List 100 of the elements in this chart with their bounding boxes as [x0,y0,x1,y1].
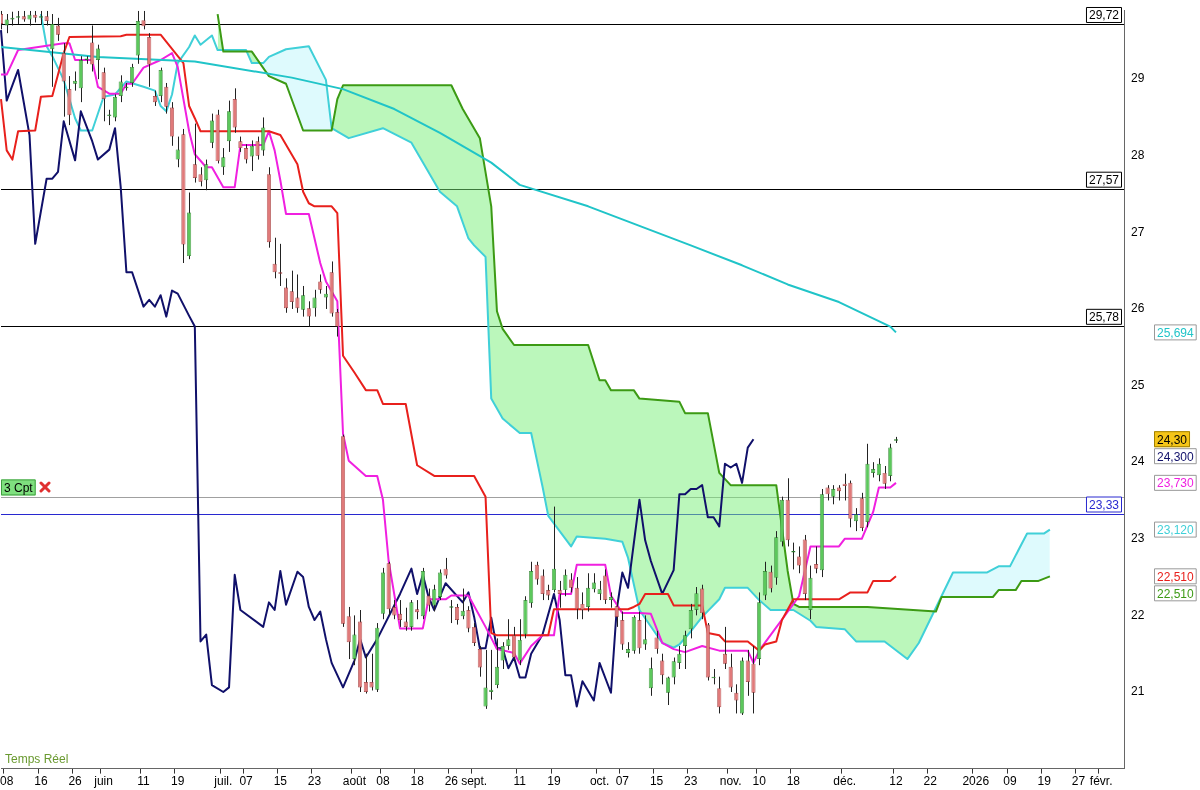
candlestick [261,116,265,157]
x-tick-label: sept. [461,774,488,789]
candlestick [711,668,716,685]
candlestick [312,289,317,318]
x-tick-label: 09 [1003,774,1017,789]
candlestick [369,653,374,691]
ref-line-label: 29,72 [1088,8,1120,23]
y-tick-label: 25 [1131,377,1145,392]
x-tick-label: 07 [615,774,630,789]
y-tick-label: 27 [1131,224,1145,239]
candlestick [4,13,9,34]
x-tick-label: oct. [589,774,610,789]
candlestick [273,237,276,279]
y-tick-label: 24 [1131,454,1145,469]
candlestick [484,649,487,710]
candlestick [535,561,539,586]
ref-line-label: 23,33 [1088,497,1120,512]
x-tick-label: 23 [307,774,322,789]
candlestick [506,618,511,651]
candlestick [768,565,773,593]
candlestick [176,136,180,168]
candlestick [563,568,568,597]
candlestick [392,599,397,620]
x-tick-label: 22 [923,774,938,789]
candlestick [489,649,494,701]
x-tick-label: 10 [752,774,767,789]
candlestick [444,557,447,580]
text: 23,120 [1157,522,1195,537]
candlestick [256,136,259,161]
candlestick [221,147,226,176]
x-tick-label: 26 [68,774,83,789]
text: 25,694 [1157,325,1195,340]
candlestick [580,591,585,620]
x-tick-label: 08 [376,774,390,789]
ref-line-label: 3 Cpt [4,480,34,495]
x-tick-label: 19 [1037,774,1052,789]
candlestick [700,584,704,620]
x-tick-label: 18 [786,774,801,789]
candlestick [50,13,55,88]
ref-line-label: 27,57 [1088,173,1120,187]
text: 23,730 [1157,476,1195,491]
candlestick [352,614,357,666]
candlestick [717,676,721,714]
y-tick-label: 29 [1131,71,1145,86]
candlestick [677,645,682,670]
x-tick-label: juin [93,774,113,789]
x-tick-label: 26 [444,774,459,789]
candlestick [466,605,471,633]
text: 22,510 [1157,586,1195,601]
candlestick [814,545,819,574]
candlestick [289,270,294,310]
y-tick-label: 28 [1131,148,1145,163]
x-tick-label: 07 [239,774,254,789]
candlestick [500,641,505,670]
ref-line-label: 25,78 [1088,310,1120,325]
x-tick-label: 18 [410,774,425,789]
x-tick-label: 11 [513,774,527,789]
x-tick-label: août [342,774,367,789]
candlestick [192,123,197,184]
candlestick [164,82,168,115]
candlestick [883,465,886,490]
x-tick-label: févr. [1089,774,1113,789]
text: 22,510 [1157,569,1195,584]
x-tick-label: juil. [213,774,233,789]
y-tick-label: 21 [1131,684,1145,699]
candlestick [335,308,340,338]
candlestick [118,74,123,103]
candlestick [204,159,209,191]
candlestick [688,603,693,639]
candlestick [477,645,482,678]
candlestick [654,630,659,655]
candlestick [745,649,750,697]
candlestick [249,139,254,172]
candlestick [427,588,430,613]
candlestick [672,657,676,685]
candlestick [141,10,146,30]
candlestick [831,484,836,505]
y-tick-label: 22 [1131,607,1145,622]
candlestick [597,580,602,601]
candlestick [540,568,545,601]
candlestick [432,584,436,613]
candlestick [90,25,94,72]
x-tick-label: 16 [34,774,48,789]
text: 24,30 [1157,432,1188,447]
candlestick [842,473,847,501]
candlestick [614,599,619,628]
candlestick [586,572,591,613]
candlestick [620,611,625,651]
candlestick [729,653,733,693]
candlestick [694,586,699,616]
candlestick [575,576,579,620]
x-tick-label: 15 [273,774,288,789]
x-tick-label: déc. [833,774,857,789]
candlestick [403,607,408,632]
y-tick-label: 23 [1131,531,1145,546]
x-tick-label: 19 [547,774,561,789]
candlestick [296,273,299,314]
candlestick [735,683,738,714]
x-tick-label: 11 [137,774,151,789]
candlestick [307,300,311,328]
